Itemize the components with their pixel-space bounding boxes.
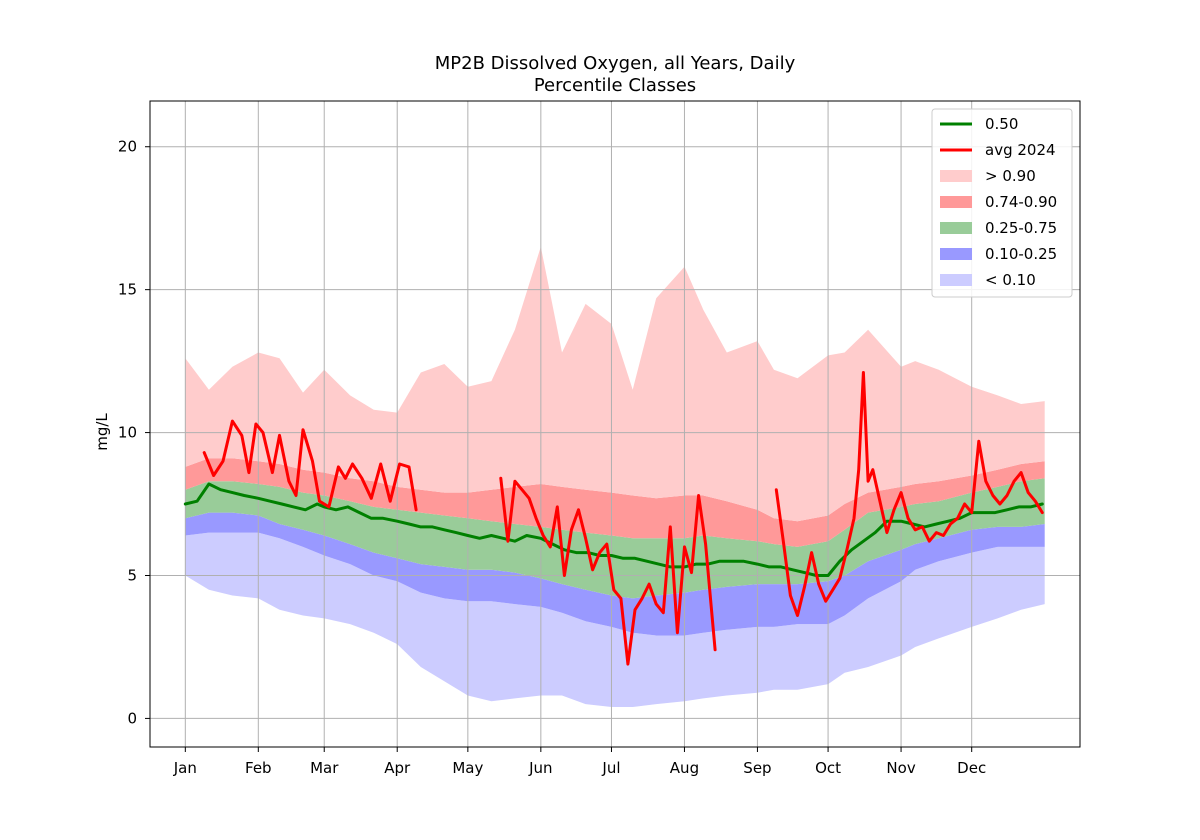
x-tick-label-aug: Aug [670, 759, 699, 777]
band-0-10-0-25 [185, 512, 1045, 636]
series-lines [183, 371, 1044, 666]
y-axis-label: mg/L [93, 413, 111, 451]
plot-frame [149, 100, 1081, 748]
legend-swatch-0-10 [940, 274, 972, 286]
x-tick-label-dec: Dec [957, 759, 986, 777]
y-axis: 0 5 10 15 20 [118, 138, 150, 727]
x-tick-label-jul: Jul [601, 759, 620, 777]
legend-swatch-0-74-0-90 [940, 196, 972, 208]
series-line-0-50 [183, 482, 1044, 577]
legend-label-0-90: > 0.90 [985, 167, 1036, 185]
y-tick-label-5: 5 [127, 566, 137, 584]
y-tick-label-10: 10 [118, 424, 137, 442]
chart-subtitle: Percentile Classes [534, 75, 696, 96]
band-0-74-0-90 [185, 458, 1045, 547]
legend-label-0-10-0-25: 0.10-0.25 [985, 245, 1057, 263]
x-tick-label-jan: Jan [173, 759, 197, 777]
legend-swatch-0-10-0-25 [940, 248, 972, 260]
legend-label-0-10: < 0.10 [985, 271, 1036, 289]
legend-label-0-25-0-75: 0.25-0.75 [985, 219, 1057, 237]
chart-title: MP2B Dissolved Oxygen, all Years, Daily [435, 53, 796, 74]
band-0-25-0-75 [185, 478, 1045, 599]
x-axis: Jan Feb Mar Apr May Jun Jul Aug Sep Oct Nov Dec [173, 747, 986, 777]
grid [150, 101, 1080, 747]
x-tick-label-may: May [452, 759, 483, 777]
y-tick-label-20: 20 [118, 138, 137, 156]
band-0-90 [185, 246, 1045, 522]
percentile-bands [185, 246, 1045, 707]
x-tick-label-oct: Oct [815, 759, 841, 777]
x-tick-label-mar: Mar [310, 759, 339, 777]
legend-label-0-74-0-90: 0.74-0.90 [985, 193, 1057, 211]
series-line-avg-2024-segment-3 [774, 371, 1044, 617]
x-tick-label-jun: Jun [528, 759, 552, 777]
legend-swatch-0-90 [940, 170, 972, 182]
series-line-avg-2024-segment-2 [499, 476, 717, 666]
y-tick-label-15: 15 [118, 281, 137, 299]
x-tick-label-apr: Apr [384, 759, 411, 777]
x-tick-label-sep: Sep [743, 759, 771, 777]
x-tick-label-feb: Feb [245, 759, 272, 777]
series-line-avg-2024-segment-1 [202, 419, 418, 512]
legend-label-0-50: 0.50 [985, 115, 1018, 133]
legend-swatch-0-25-0-75 [940, 222, 972, 234]
legend-label-avg-2024: avg 2024 [985, 141, 1056, 159]
x-tick-label-nov: Nov [886, 759, 915, 777]
legend: 0.50 avg 2024 > 0.90 0.74-0.90 0.25-0.75 0.10… [931, 108, 1073, 298]
band-0-10 [185, 532, 1045, 707]
y-tick-label-0: 0 [127, 709, 137, 727]
